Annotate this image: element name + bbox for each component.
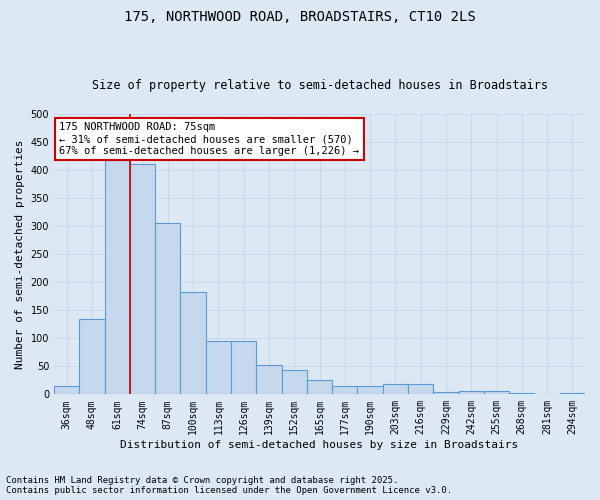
Bar (79, 318, 104, 394)
Bar (484, 391, 509, 394)
Bar (560, 392, 585, 394)
Bar (458, 391, 484, 394)
Bar (281, 370, 307, 394)
Bar (130, 164, 155, 394)
Bar (358, 386, 383, 394)
Bar (104, 160, 130, 394)
Bar (509, 393, 535, 394)
Bar (408, 384, 433, 394)
Y-axis label: Number of semi-detached properties: Number of semi-detached properties (15, 140, 25, 369)
Bar (231, 341, 256, 394)
Bar (256, 364, 281, 394)
Title: Size of property relative to semi-detached houses in Broadstairs: Size of property relative to semi-detach… (92, 79, 548, 92)
X-axis label: Distribution of semi-detached houses by size in Broadstairs: Distribution of semi-detached houses by … (121, 440, 518, 450)
Text: 175 NORTHWOOD ROAD: 75sqm
← 31% of semi-detached houses are smaller (570)
67% of: 175 NORTHWOOD ROAD: 75sqm ← 31% of semi-… (59, 122, 359, 156)
Bar (181, 292, 206, 394)
Bar (206, 341, 231, 394)
Bar (54, 386, 79, 394)
Bar (332, 386, 358, 394)
Bar (155, 224, 181, 394)
Text: Contains HM Land Registry data © Crown copyright and database right 2025.
Contai: Contains HM Land Registry data © Crown c… (6, 476, 452, 495)
Text: 175, NORTHWOOD ROAD, BROADSTAIRS, CT10 2LS: 175, NORTHWOOD ROAD, BROADSTAIRS, CT10 2… (124, 10, 476, 24)
Bar (383, 384, 408, 394)
Bar (307, 380, 332, 394)
Bar (433, 392, 458, 394)
